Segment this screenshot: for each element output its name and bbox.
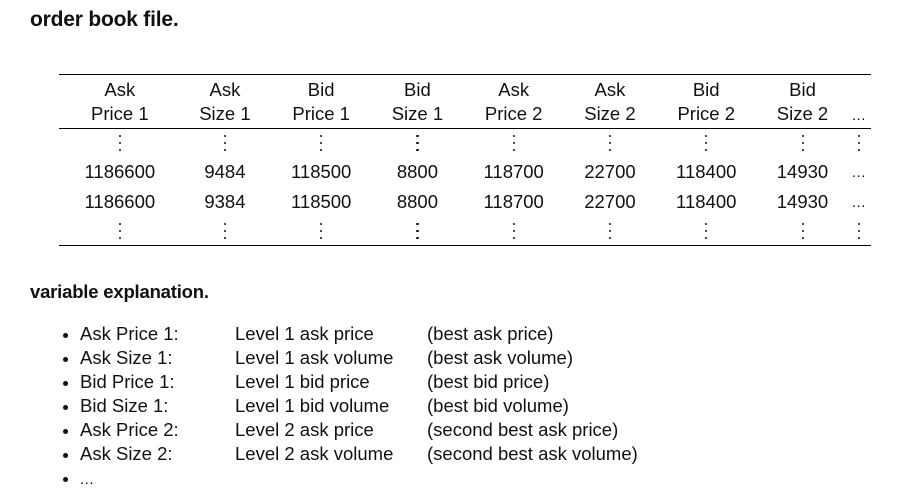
table-cell: 9484 xyxy=(204,161,246,182)
column-header: Bid Price 1 xyxy=(292,79,350,124)
vdots-icon xyxy=(373,217,462,246)
list-item: Bid Price 1: Level 1 bid price (best bid p… xyxy=(60,370,638,394)
vdots-icon xyxy=(462,217,566,246)
vdots-icon xyxy=(847,217,871,246)
variable-explanation-heading: variable explanation. xyxy=(30,281,209,302)
order-book-heading: order book file. xyxy=(30,8,179,31)
vdots-icon xyxy=(181,129,270,158)
vdots-icon xyxy=(59,129,181,158)
vdots-icon xyxy=(269,129,373,158)
vdots-icon xyxy=(758,217,847,246)
vdots-icon xyxy=(59,217,181,246)
column-header: Ask Size 1 xyxy=(199,79,251,124)
vdots-icon xyxy=(181,217,270,246)
column-header: Ask Size 2 xyxy=(584,79,636,124)
table-cell: 118700 xyxy=(483,161,544,182)
column-header: Bid Size 1 xyxy=(391,79,444,124)
column-header: Bid Size 2 xyxy=(776,79,829,124)
table-cell-ellipsis: ... xyxy=(851,164,866,181)
table-cell: 14930 xyxy=(776,191,829,212)
table-cell: 14930 xyxy=(776,161,829,182)
vdots-icon xyxy=(269,217,373,246)
column-header: Ask Price 1 xyxy=(91,79,149,124)
table-cell: 22700 xyxy=(584,161,636,182)
vdots-icon xyxy=(847,129,871,158)
list-item: Bid Size 1: Level 1 bid volume (best bid v… xyxy=(60,394,638,418)
vdots-icon xyxy=(462,129,566,158)
table-cell: 1186600 xyxy=(84,191,156,212)
column-header: Ask Price 2 xyxy=(484,79,543,124)
column-header: Bid Price 2 xyxy=(677,79,736,124)
list-item: Ask Size 1: Level 1 ask volume (best ask v… xyxy=(60,346,638,370)
table-header-row: Ask Price 1 Ask Size 1 Bid Price 1 Bid Size … xyxy=(59,74,871,129)
table-row: 1186600 9384 118500 8800 118700 22700 11… xyxy=(59,187,871,217)
table-cell: 22700 xyxy=(584,191,636,212)
table-row-vdots xyxy=(59,129,871,158)
table-cell: 118400 xyxy=(676,191,737,212)
table-cell: 8800 xyxy=(396,161,438,182)
table-cell: 118700 xyxy=(483,191,544,212)
table-cell: 118500 xyxy=(290,161,352,182)
order-book-table: Ask Price 1 Ask Size 1 Bid Price 1 Bid Size … xyxy=(59,74,871,246)
vdots-icon xyxy=(758,129,847,158)
vdots-icon xyxy=(654,129,758,158)
list-item: Ask Price 1: Level 1 ask price (best ask p… xyxy=(60,322,638,346)
list-item-more: ... xyxy=(60,466,638,490)
table-cell-ellipsis: ... xyxy=(851,194,866,211)
vdots-icon xyxy=(566,129,655,158)
list-item: Ask Size 2: Level 2 ask volume (second bes… xyxy=(60,442,638,466)
vdots-icon xyxy=(654,217,758,246)
vdots-icon xyxy=(566,217,655,246)
table-cell: 1186600 xyxy=(84,161,156,182)
table-cell: 9384 xyxy=(204,191,246,212)
table-cell: 8800 xyxy=(396,191,438,212)
table-row-vdots xyxy=(59,217,871,246)
column-header-ellipsis: ... xyxy=(851,107,866,124)
vdots-icon xyxy=(373,129,462,158)
table-cell: 118500 xyxy=(290,191,352,212)
table-row: 1186600 9484 118500 8800 118700 22700 11… xyxy=(59,157,871,187)
list-item: Ask Price 2: Level 2 ask price (second bes… xyxy=(60,418,638,442)
variable-list: Ask Price 1: Level 1 ask price (best ask p… xyxy=(60,322,638,490)
table-cell: 118400 xyxy=(676,161,737,182)
